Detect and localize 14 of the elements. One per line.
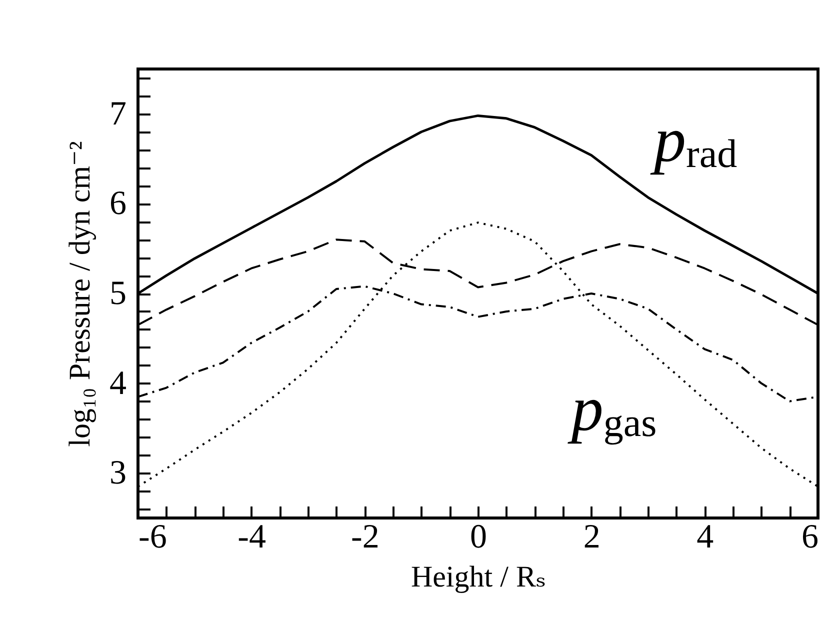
y-tick-label: 7 <box>110 95 126 132</box>
x-tick-label: 4 <box>696 518 714 556</box>
x-tick-label: -4 <box>238 518 266 556</box>
x-tick-label: 2 <box>583 518 600 556</box>
x-axis-title: Height / Rₛ <box>410 560 546 594</box>
y-tick-label: 5 <box>110 275 126 312</box>
y-tick-label: 6 <box>110 185 126 222</box>
y-tick-label: 3 <box>110 454 126 492</box>
x-tick-label: -6 <box>138 518 167 556</box>
x-tick-label: 0 <box>470 518 487 556</box>
x-tick-label: -2 <box>351 518 380 556</box>
y-axis-title: log₁₀ Pressure / dyn cm⁻² <box>64 141 96 447</box>
y-tick-label: 4 <box>110 364 126 402</box>
x-tick-label: 6 <box>802 518 818 556</box>
